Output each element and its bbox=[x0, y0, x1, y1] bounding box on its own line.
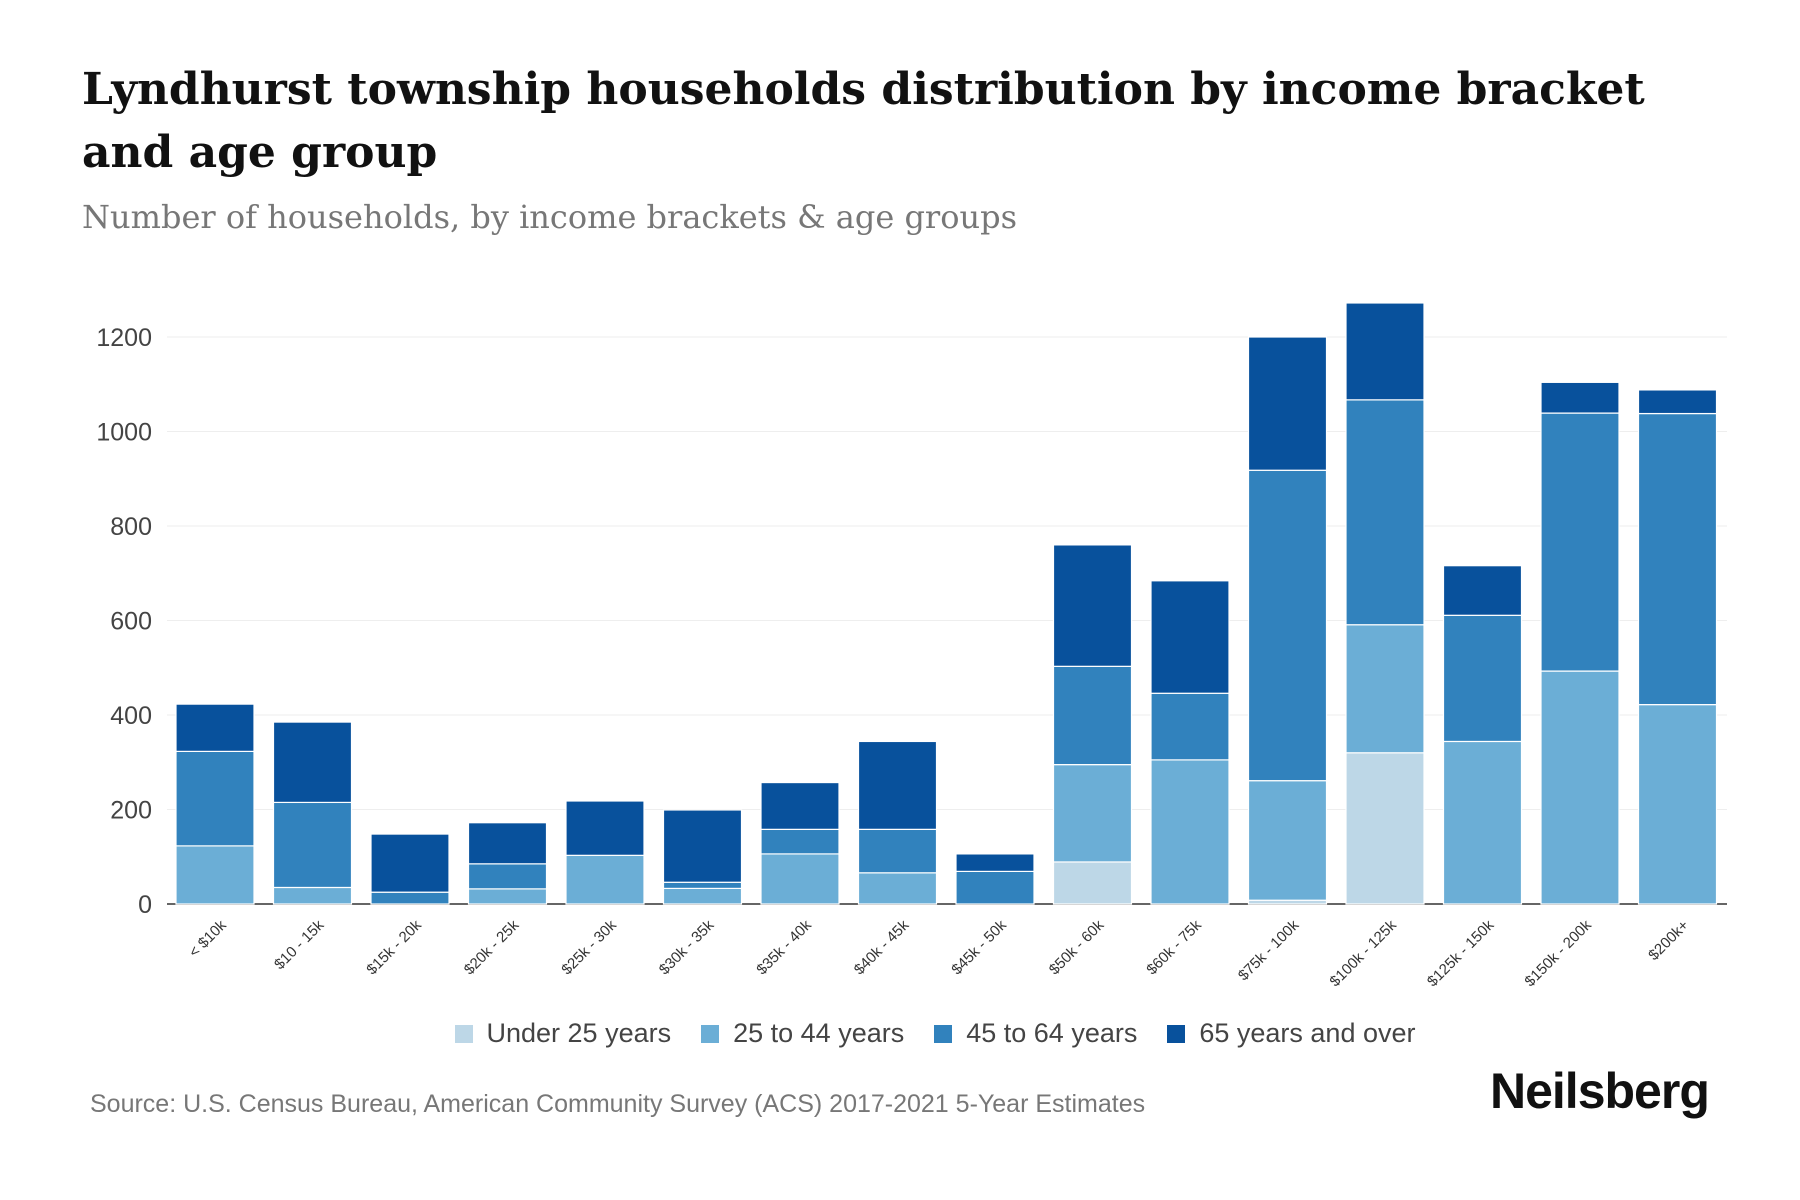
x-tick-label: $30k - 35k bbox=[656, 916, 718, 978]
legend-swatch bbox=[1167, 1024, 1186, 1043]
x-tick-label: $20k - 25k bbox=[461, 916, 523, 978]
bar-segment-under-25-years bbox=[1052, 861, 1133, 905]
x-tick-label: $50k - 60k bbox=[1046, 916, 1108, 978]
y-tick-label: 800 bbox=[110, 513, 152, 541]
x-tick-label: $25k - 30k bbox=[558, 916, 620, 978]
bar-segment-45-to-64-years bbox=[272, 801, 353, 889]
bar-segment-25-to-44-years bbox=[272, 886, 353, 905]
bar-segment-25-to-44-years bbox=[175, 845, 255, 905]
bar-segment-65-years-and-over bbox=[1345, 302, 1425, 401]
bar-segment-25-to-44-years bbox=[1442, 740, 1523, 905]
bar-segment-65-years-and-over bbox=[1247, 336, 1328, 471]
legend-label: Under 25 years bbox=[486, 1018, 672, 1048]
legend-label: 65 years and over bbox=[1199, 1018, 1416, 1048]
bar-segment-45-to-64-years bbox=[662, 881, 743, 890]
bar-segment-25-to-44-years bbox=[1540, 670, 1620, 905]
legend: Under 25 years 25 to 44 years 45 to 64 yea… bbox=[0, 1018, 1800, 1049]
legend-label: 45 to 64 years bbox=[966, 1018, 1138, 1048]
legend-swatch bbox=[934, 1024, 953, 1043]
bar-segment-25-to-44-years bbox=[1150, 759, 1230, 905]
bar-segment-65-years-and-over bbox=[370, 833, 450, 893]
bar-segment-45-to-64-years bbox=[1345, 399, 1425, 626]
y-tick-label: 0 bbox=[138, 891, 152, 919]
bar-segment-45-to-64-years bbox=[955, 870, 1035, 905]
legend-swatch bbox=[454, 1024, 473, 1043]
bar-segment-25-to-44-years bbox=[1345, 624, 1425, 754]
bar-segment-45-to-64-years bbox=[370, 891, 450, 905]
bar-segment-45-to-64-years bbox=[857, 828, 938, 874]
bar-segment-65-years-and-over bbox=[662, 809, 743, 883]
legend-item: 45 to 64 years bbox=[934, 1018, 1137, 1049]
legend-label: 25 to 44 years bbox=[733, 1018, 905, 1048]
x-tick-label: $15k - 20k bbox=[363, 916, 425, 978]
bar-segment-25-to-44-years bbox=[662, 887, 743, 905]
bar-segment-65-years-and-over bbox=[272, 721, 353, 804]
bar-segment-65-years-and-over bbox=[1150, 580, 1230, 694]
bar-segment-65-years-and-over bbox=[565, 800, 645, 856]
x-tick-label: $125k - 150k bbox=[1424, 916, 1498, 990]
bar-segment-45-to-64-years bbox=[1540, 412, 1620, 672]
neilsberg-logo: Neilsberg bbox=[1490, 1063, 1710, 1119]
x-tick-label: $10 - 15k bbox=[271, 916, 328, 973]
bar-segment-45-to-64-years bbox=[760, 828, 840, 855]
x-tick-label: $45k - 50k bbox=[948, 916, 1010, 978]
bar-segment-65-years-and-over bbox=[467, 822, 548, 865]
bar-segment-25-to-44-years bbox=[1052, 764, 1133, 863]
bar-segment-45-to-64-years bbox=[467, 863, 548, 890]
bar-segment-25-to-44-years bbox=[760, 853, 840, 905]
x-tick-label: $60k - 75k bbox=[1143, 916, 1205, 978]
chart-title: Lyndhurst township households distributi… bbox=[82, 64, 1645, 178]
x-tick-label: $75k - 100k bbox=[1235, 916, 1303, 984]
bar-segment-65-years-and-over bbox=[1637, 389, 1718, 415]
bar-segment-65-years-and-over bbox=[175, 703, 255, 752]
y-tick-label: 200 bbox=[110, 797, 152, 825]
x-tick-label: $40k - 45k bbox=[851, 916, 913, 978]
chart-subtitle: Number of households, by income brackets… bbox=[82, 198, 1017, 236]
source-note: Source: U.S. Census Bureau, American Com… bbox=[90, 1090, 1146, 1118]
bar-segment-25-to-44-years bbox=[1247, 780, 1328, 901]
bar-segment-65-years-and-over bbox=[857, 740, 938, 830]
legend-item: Under 25 years bbox=[454, 1018, 672, 1049]
bar-segment-45-to-64-years bbox=[1637, 412, 1718, 706]
bar-segment-45-to-64-years bbox=[1052, 665, 1133, 766]
bar-segment-65-years-and-over bbox=[1052, 544, 1133, 667]
bar-segment-65-years-and-over bbox=[955, 853, 1035, 872]
y-tick-label: 600 bbox=[110, 608, 152, 636]
x-tick-label: < $10k bbox=[186, 916, 231, 961]
y-tick-label: 1000 bbox=[96, 419, 152, 447]
y-tick-label: 400 bbox=[110, 702, 152, 730]
legend-swatch bbox=[701, 1024, 720, 1043]
bar-segment-45-to-64-years bbox=[1247, 469, 1328, 782]
bar-segment-45-to-64-years bbox=[1442, 614, 1523, 743]
bar-segment-45-to-64-years bbox=[175, 750, 255, 847]
bar-segment-25-to-44-years bbox=[565, 854, 645, 905]
bar-segment-65-years-and-over bbox=[760, 781, 840, 830]
x-tick-label: $150k - 200k bbox=[1521, 916, 1595, 990]
y-tick-label: 1200 bbox=[96, 324, 152, 352]
x-tick-label: $100k - 125k bbox=[1326, 916, 1400, 990]
bar-segment-25-to-44-years bbox=[857, 872, 938, 905]
bar-segment-65-years-and-over bbox=[1442, 565, 1523, 616]
bar-segment-65-years-and-over bbox=[1540, 381, 1620, 414]
x-tick-label: $35k - 40k bbox=[753, 916, 815, 978]
legend-item: 25 to 44 years bbox=[701, 1018, 904, 1049]
bar-segment-under-25-years bbox=[1345, 752, 1425, 905]
bar-segment-25-to-44-years bbox=[467, 888, 548, 905]
bar-segment-45-to-64-years bbox=[1150, 692, 1230, 761]
bar-segment-25-to-44-years bbox=[1637, 704, 1718, 905]
legend-item: 65 years and over bbox=[1167, 1018, 1416, 1049]
x-tick-label: $200k+ bbox=[1645, 917, 1692, 964]
